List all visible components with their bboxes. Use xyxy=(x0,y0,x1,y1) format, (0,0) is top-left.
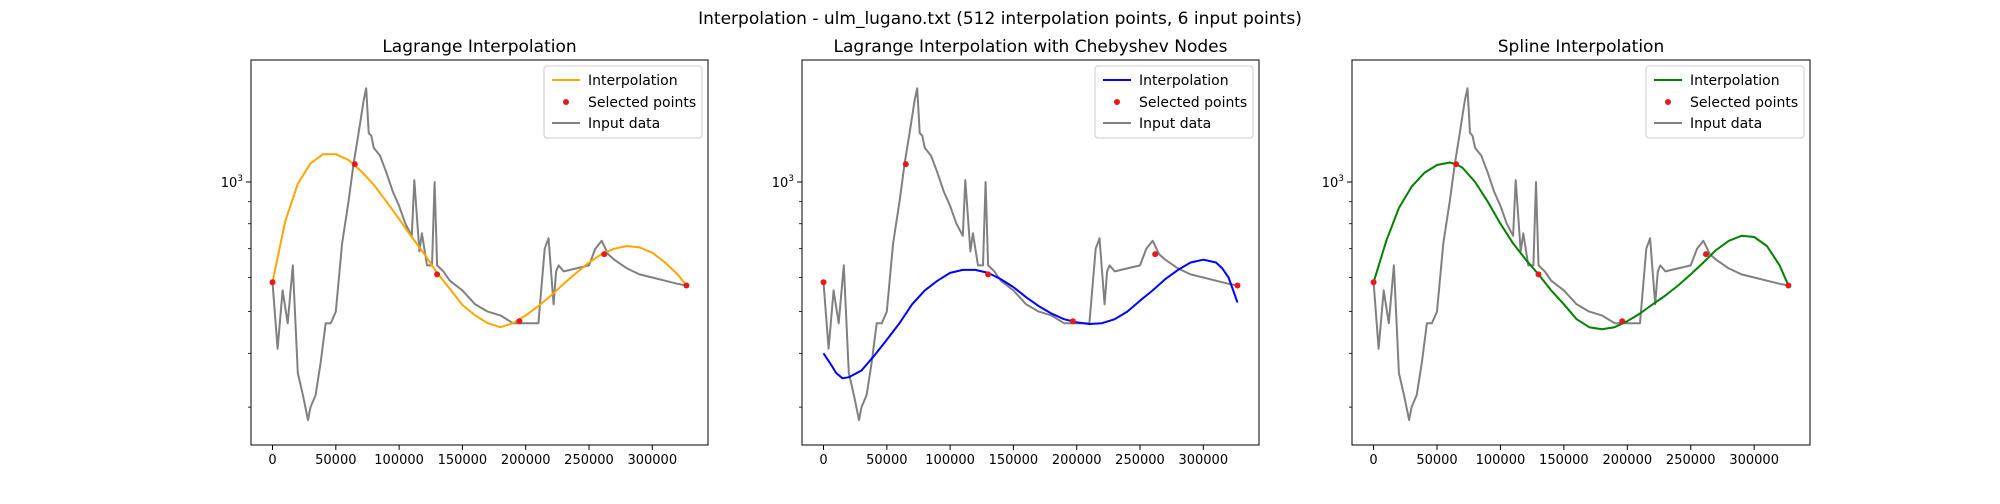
legend-points-label: Selected points xyxy=(1690,95,1798,111)
x-tick-label: 50000 xyxy=(1416,453,1457,468)
subplot-title: Lagrange Interpolation xyxy=(382,37,576,57)
legend-interpolation-label: Interpolation xyxy=(1690,73,1780,89)
x-tick-label: 300000 xyxy=(627,453,677,468)
x-tick-label: 100000 xyxy=(374,453,424,468)
legend-points-swatch xyxy=(563,99,569,105)
input-data-line xyxy=(1372,87,1789,421)
selected-point xyxy=(1234,282,1241,289)
y-tick-label: 103 xyxy=(772,174,794,191)
selected-point xyxy=(820,279,827,286)
x-tick-label: 50000 xyxy=(866,453,907,468)
x-tick-label: 100000 xyxy=(1476,453,1526,468)
subplot-2: Lagrange Interpolation with Chebyshev No… xyxy=(772,37,1260,468)
x-tick-label: 200000 xyxy=(1602,453,1652,468)
axes-frame xyxy=(1351,59,1811,446)
legend: Interpolation Selected points Input data xyxy=(1094,65,1254,139)
legend-interpolation-label: Interpolation xyxy=(588,73,678,89)
legend: Interpolation Selected points Input data xyxy=(543,65,703,139)
selected-point xyxy=(269,279,276,286)
legend-input-label: Input data xyxy=(1139,116,1211,132)
subplot-title: Lagrange Interpolation with Chebyshev No… xyxy=(834,37,1228,57)
interpolation-line xyxy=(271,153,688,329)
interpolation-line xyxy=(822,258,1239,380)
selected-point xyxy=(1370,279,1377,286)
plot-area xyxy=(820,87,1241,421)
legend-box xyxy=(543,65,703,139)
legend-input-label: Input data xyxy=(588,116,660,132)
x-tick-label: 200000 xyxy=(1052,453,1102,468)
x-tick-label: 250000 xyxy=(1666,453,1716,468)
subplot-3: Spline Interpolation 0 50000 100000 150000 20… xyxy=(1322,37,1811,468)
selected-point xyxy=(1619,318,1626,325)
plot-area xyxy=(269,87,690,421)
legend-points-label: Selected points xyxy=(588,95,696,111)
x-tick-label: 250000 xyxy=(564,453,614,468)
x-tick-label: 100000 xyxy=(925,453,975,468)
legend-points-label: Selected points xyxy=(1139,95,1247,111)
selected-point xyxy=(985,271,992,278)
axes-frame xyxy=(801,59,1260,446)
legend-interpolation-label: Interpolation xyxy=(1139,73,1229,89)
input-data-line xyxy=(822,87,1238,421)
selected-point xyxy=(1152,251,1159,258)
x-tick-label: 300000 xyxy=(1178,453,1228,468)
subplot-1: Lagrange Interpolation 0 50000 100000 150000… xyxy=(221,37,709,468)
x-tick-label: 150000 xyxy=(438,453,488,468)
selected-point xyxy=(516,318,523,325)
x-tick-label: 0 xyxy=(819,453,827,468)
legend-points-swatch xyxy=(1665,99,1671,105)
selected-point xyxy=(1702,251,1709,258)
x-tick-label: 250000 xyxy=(1115,453,1165,468)
x-tick-label: 0 xyxy=(1369,453,1377,468)
plot-area xyxy=(1370,87,1792,421)
legend-points-swatch xyxy=(1114,99,1120,105)
selected-point xyxy=(1535,271,1542,278)
y-tick-label: 103 xyxy=(221,174,243,191)
x-tick-label: 150000 xyxy=(1539,453,1589,468)
selected-point xyxy=(351,161,358,168)
x-tick-label: 150000 xyxy=(989,453,1039,468)
legend: Interpolation Selected points Input data xyxy=(1645,65,1805,139)
x-tick-label: 0 xyxy=(268,453,276,468)
x-tick-label: 50000 xyxy=(315,453,356,468)
selected-point xyxy=(902,161,909,168)
y-tick-label: 103 xyxy=(1322,174,1344,191)
x-tick-label: 200000 xyxy=(501,453,551,468)
legend-box xyxy=(1645,65,1805,139)
selected-point xyxy=(1453,161,1460,168)
axes-frame xyxy=(250,59,709,446)
figure-title: Interpolation - ulm_lugano.txt (512 inte… xyxy=(698,9,1302,29)
selected-point xyxy=(683,282,690,289)
legend-box xyxy=(1094,65,1254,139)
legend-input-label: Input data xyxy=(1690,116,1762,132)
interpolation-line xyxy=(1372,161,1790,331)
selected-point xyxy=(1069,318,1076,325)
selected-point xyxy=(434,271,441,278)
selected-point xyxy=(1785,282,1792,289)
selected-point xyxy=(601,251,608,258)
x-tick-label: 300000 xyxy=(1729,453,1779,468)
subplot-title: Spline Interpolation xyxy=(1498,37,1664,57)
